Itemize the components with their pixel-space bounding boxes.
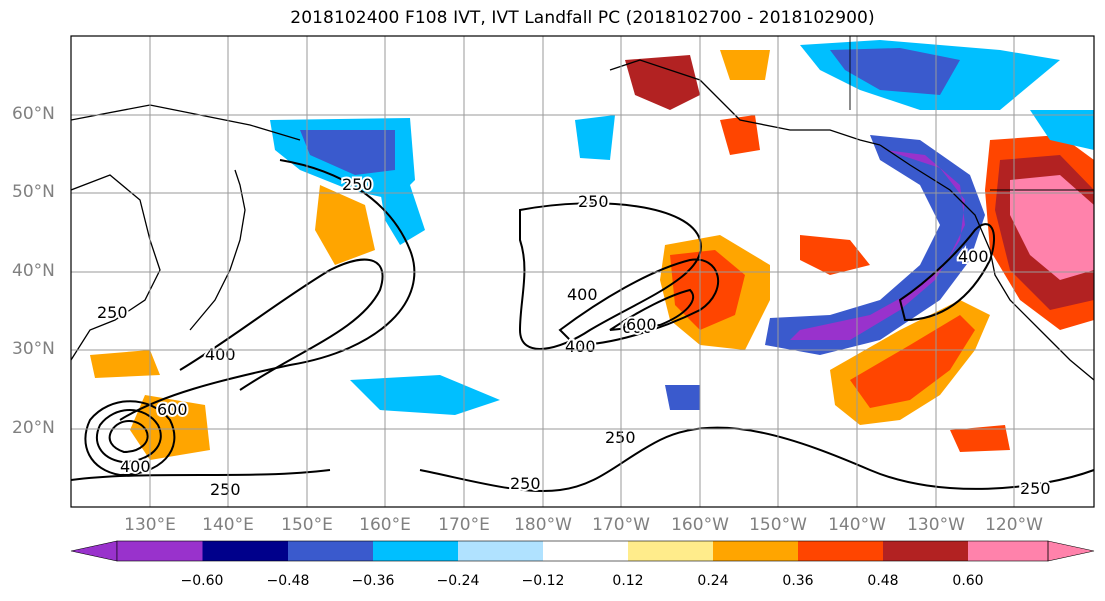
negative-anomaly-okhotsk-core <box>300 130 395 175</box>
colorbar-bin <box>968 541 1048 561</box>
contour-label: 600 <box>622 318 653 337</box>
colorbar-tick-label: 0.24 <box>697 573 729 589</box>
colorbar-bin <box>458 541 543 561</box>
lat-label: 20°N <box>12 418 55 438</box>
colorbar-tick-label: 0.36 <box>782 573 814 589</box>
coastline-japan <box>189 169 246 331</box>
colorbar-bin <box>883 541 968 561</box>
contour-label: 250 <box>605 428 636 447</box>
contour-label: 250 <box>578 192 609 211</box>
contour-label: 600 <box>626 315 657 334</box>
colorbar-bin <box>117 541 203 561</box>
contour-600-east <box>609 288 695 331</box>
positive-anomaly-alaska <box>625 55 700 110</box>
negative-anomaly-midpacific <box>350 375 500 415</box>
contour-400-east <box>558 258 719 347</box>
lon-label: 130°E <box>124 515 176 535</box>
colorbar-bin <box>798 541 883 561</box>
colorbar-bin <box>543 541 628 561</box>
coastline-north-america-west <box>879 144 1094 381</box>
contour-250-south <box>419 426 1094 492</box>
graticule <box>71 36 1094 507</box>
contour-label: 250 <box>510 474 541 493</box>
negative-anomaly-hawaii-west <box>665 385 700 410</box>
lat-label: 30°N <box>12 339 55 359</box>
contour-label: 250 <box>1020 479 1051 498</box>
colorbar-tick-label: −0.60 <box>180 573 224 589</box>
lon-label: 180°W <box>514 515 572 535</box>
positive-anomaly-hawaii <box>950 425 1010 452</box>
colorbar-tick-label: −0.48 <box>266 573 310 589</box>
positive-anomaly-west-coast-max <box>1010 175 1094 280</box>
contour-250-bottom-left <box>71 469 331 481</box>
lat-label: 50°N <box>12 182 55 202</box>
colorbar-bin <box>713 541 798 561</box>
contour-typhoon-mid <box>95 409 162 464</box>
contour-label: 400 <box>567 285 598 304</box>
positive-anomaly-subtropical-core <box>850 315 975 408</box>
contour-400-west <box>179 258 384 391</box>
lon-label: 160°W <box>671 515 729 535</box>
positive-anomaly-patch-40n <box>800 235 870 275</box>
coastline-korea-china <box>71 174 161 361</box>
colorbar-tick-label: 0.60 <box>952 573 984 589</box>
lon-label: 120°W <box>985 515 1043 535</box>
colorbar-tick-label: −0.12 <box>521 573 565 589</box>
colorbar-extend-min <box>70 540 118 562</box>
ivt-contours <box>71 159 1094 492</box>
lon-label: 170°W <box>592 515 650 535</box>
contour-label: 400 <box>565 337 596 356</box>
negative-anomaly-coastal-band <box>765 135 985 355</box>
positive-anomaly-alaska-east <box>720 50 770 80</box>
contour-label: 600 <box>157 400 188 419</box>
colorbar-bin <box>288 541 373 561</box>
contour-label: 250 <box>342 175 373 194</box>
positive-anomaly-kuril <box>315 185 375 265</box>
negative-anomaly-canada-east <box>1030 110 1094 150</box>
colorbar-bin <box>202 541 288 561</box>
colorbar-extend-max <box>1047 540 1095 562</box>
negative-anomaly-kamchatka-tail <box>380 185 425 245</box>
contour-label: 400 <box>205 345 236 364</box>
negative-anomaly-yukon-core <box>830 48 960 95</box>
lon-label: 140°W <box>828 515 886 535</box>
lon-label: 160°E <box>359 515 411 535</box>
map-frame <box>70 35 1095 508</box>
lat-label: 60°N <box>12 104 55 124</box>
contour-250-west <box>119 159 416 421</box>
contour-label: 250 <box>97 303 128 322</box>
lon-label: 150°W <box>749 515 807 535</box>
contour-typhoon-outer <box>84 400 176 477</box>
contour-400-coast <box>898 223 995 322</box>
contour-label: 250 <box>210 480 241 499</box>
coastline-alaska <box>609 59 881 146</box>
positive-anomaly-japan-south <box>90 350 160 378</box>
colorbar <box>70 540 1095 562</box>
colorbar-tick-label: 0.12 <box>612 573 644 589</box>
contour-label: 400 <box>958 247 989 266</box>
contour-250-east <box>518 202 702 350</box>
colorbar-bin <box>628 541 713 561</box>
lon-label: 150°E <box>281 515 333 535</box>
colorbar-tick-label: −0.36 <box>351 573 395 589</box>
lon-label: 140°E <box>202 515 254 535</box>
positive-anomaly-gulf <box>720 115 760 155</box>
colorbar-bin <box>373 541 458 561</box>
contour-typhoon-inner <box>108 420 149 454</box>
lon-label: 130°W <box>907 515 965 535</box>
lat-label: 40°N <box>12 261 55 281</box>
negative-anomaly-bering <box>575 115 615 160</box>
lon-label: 170°E <box>438 515 490 535</box>
colorbar-tick-label: −0.24 <box>436 573 480 589</box>
colorbar-tick-label: 0.48 <box>867 573 899 589</box>
contour-label: 400 <box>120 457 151 476</box>
figure-title: 2018102400 F108 IVT, IVT Landfall PC (20… <box>290 8 875 28</box>
